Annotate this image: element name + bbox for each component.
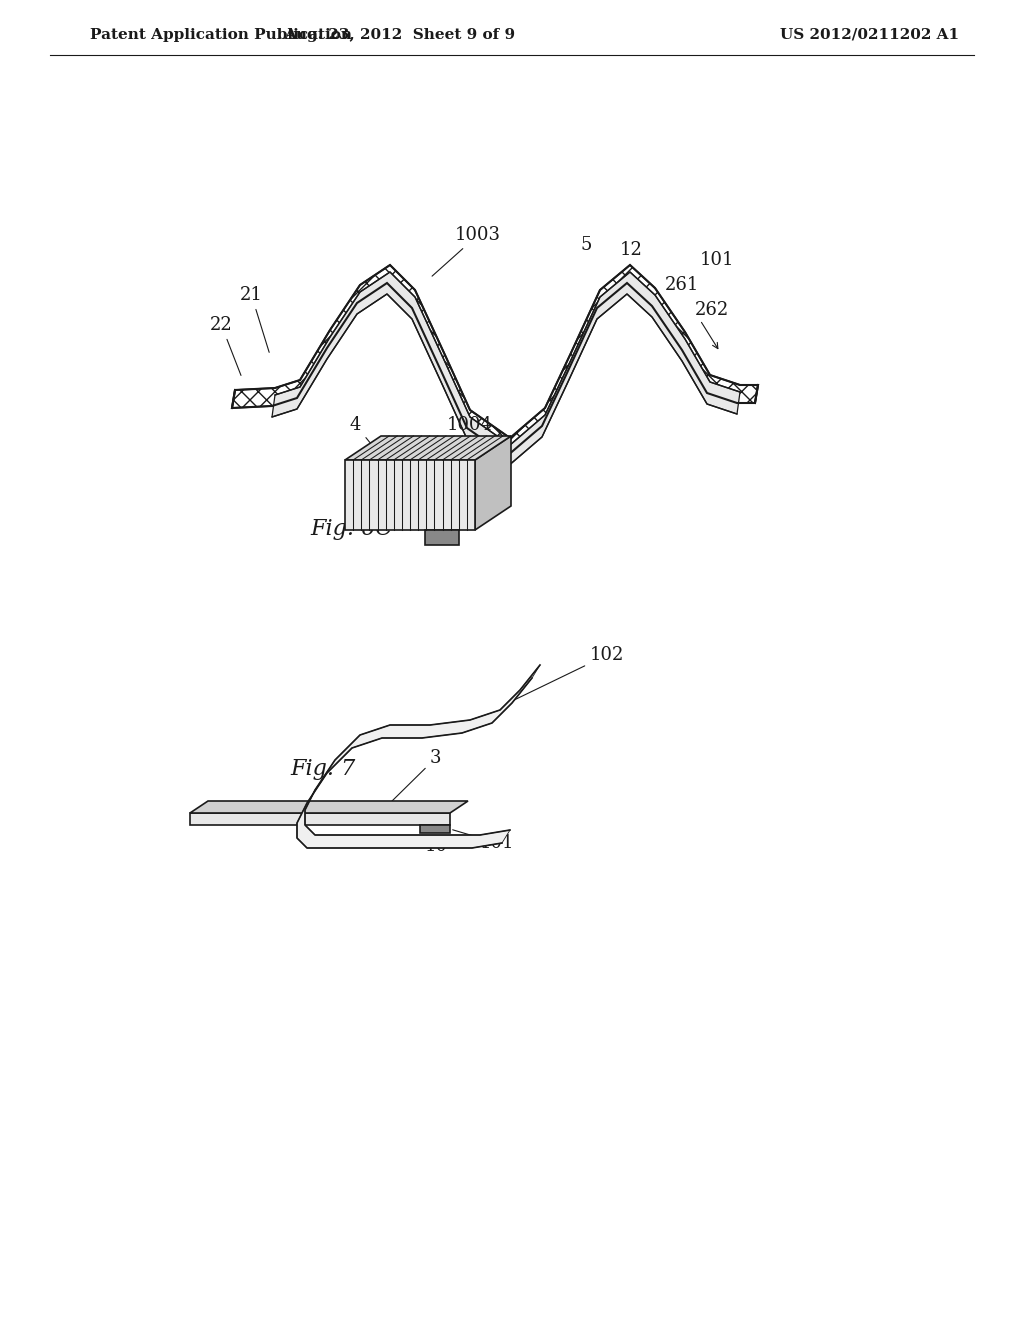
Text: 101: 101 — [700, 251, 734, 269]
Polygon shape — [190, 813, 450, 825]
Text: 21: 21 — [240, 286, 269, 352]
Text: 10: 10 — [425, 837, 449, 855]
Text: 5: 5 — [580, 236, 592, 253]
Polygon shape — [345, 459, 475, 531]
Text: 4: 4 — [350, 416, 378, 453]
Polygon shape — [297, 665, 540, 847]
Text: 3: 3 — [392, 748, 441, 801]
Text: 261: 261 — [665, 276, 699, 294]
Polygon shape — [475, 436, 511, 531]
Polygon shape — [232, 265, 758, 455]
Polygon shape — [272, 272, 740, 467]
Text: 1004: 1004 — [447, 416, 493, 434]
Text: 262: 262 — [695, 301, 729, 319]
Polygon shape — [190, 801, 468, 813]
Polygon shape — [420, 825, 450, 833]
Text: 101: 101 — [453, 830, 514, 851]
Text: Fig. 7: Fig. 7 — [290, 758, 355, 780]
Text: 102: 102 — [512, 645, 625, 701]
Text: Fig. 6C: Fig. 6C — [310, 517, 392, 540]
Polygon shape — [345, 436, 511, 459]
Text: 12: 12 — [620, 242, 643, 259]
Text: 1003: 1003 — [432, 226, 501, 276]
Polygon shape — [425, 531, 459, 545]
Text: Patent Application Publication: Patent Application Publication — [90, 28, 352, 42]
Text: 22: 22 — [210, 315, 241, 375]
Text: US 2012/0211202 A1: US 2012/0211202 A1 — [780, 28, 959, 42]
Text: Aug. 23, 2012  Sheet 9 of 9: Aug. 23, 2012 Sheet 9 of 9 — [285, 28, 515, 42]
